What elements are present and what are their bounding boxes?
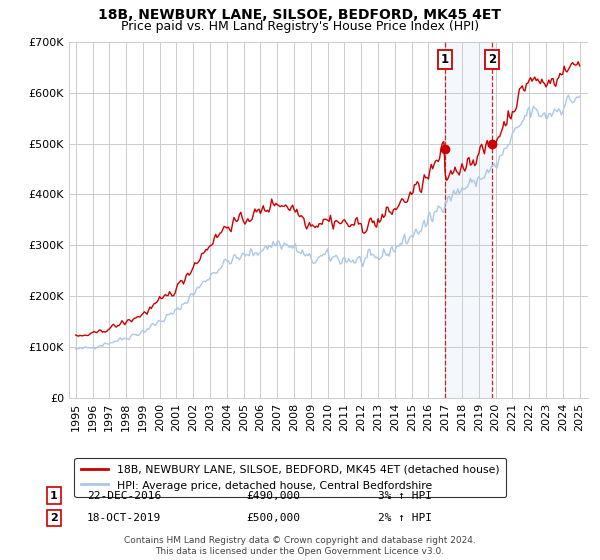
Text: 18-OCT-2019: 18-OCT-2019 xyxy=(87,513,161,523)
Text: 22-DEC-2016: 22-DEC-2016 xyxy=(87,491,161,501)
Text: £490,000: £490,000 xyxy=(246,491,300,501)
Text: 3% ↑ HPI: 3% ↑ HPI xyxy=(378,491,432,501)
Bar xyxy=(445,42,492,398)
Text: £500,000: £500,000 xyxy=(246,513,300,523)
Text: 1: 1 xyxy=(50,491,58,501)
Text: 2: 2 xyxy=(50,513,58,523)
Text: Contains HM Land Registry data © Crown copyright and database right 2024.
This d: Contains HM Land Registry data © Crown c… xyxy=(124,536,476,556)
Text: 1: 1 xyxy=(440,53,449,66)
Text: 18B, NEWBURY LANE, SILSOE, BEDFORD, MK45 4ET: 18B, NEWBURY LANE, SILSOE, BEDFORD, MK45… xyxy=(98,8,502,22)
Text: Price paid vs. HM Land Registry's House Price Index (HPI): Price paid vs. HM Land Registry's House … xyxy=(121,20,479,33)
Text: 2% ↑ HPI: 2% ↑ HPI xyxy=(378,513,432,523)
Text: 2: 2 xyxy=(488,53,496,66)
Legend: 18B, NEWBURY LANE, SILSOE, BEDFORD, MK45 4ET (detached house), HPI: Average pric: 18B, NEWBURY LANE, SILSOE, BEDFORD, MK45… xyxy=(74,458,506,497)
